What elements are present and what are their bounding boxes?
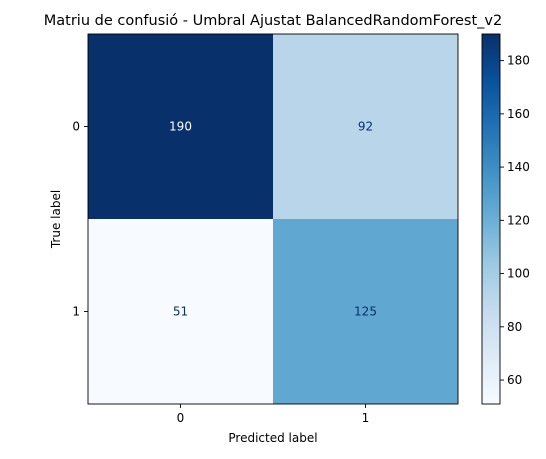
cell-value-label: 51 — [173, 305, 188, 319]
cell-value-label: 190 — [169, 120, 192, 134]
colorbar-tick-label: 60 — [507, 373, 522, 387]
colorbar-tick-label: 180 — [507, 54, 530, 68]
heatmap-cell — [88, 34, 273, 219]
heatmap-cell — [273, 34, 458, 219]
colorbar — [481, 33, 501, 405]
x-tick-label: 0 — [177, 411, 185, 425]
y-tick-label: 1 — [72, 305, 80, 319]
colorbar-tick-label: 120 — [507, 213, 530, 227]
y-axis-ticks: 01 — [72, 120, 88, 319]
colorbar-tick-label: 80 — [507, 320, 522, 334]
y-tick-label: 0 — [72, 120, 80, 134]
plot-frame — [87, 33, 459, 405]
colorbar-tick-label: 140 — [507, 160, 530, 174]
colorbar-ticks: 60 80 100 120 140 160 180 — [500, 54, 530, 387]
heatmap-cell — [88, 219, 273, 404]
cell-value-label: 92 — [358, 120, 373, 134]
heatmap-cells: 190 92 51 125 — [88, 34, 458, 404]
colorbar-tick-label: 160 — [507, 107, 530, 121]
heatmap-cell — [273, 219, 458, 404]
chart-title: Matriu de confusió - Umbral Ajustat Bala… — [44, 13, 502, 29]
cell-value-label: 125 — [354, 305, 377, 319]
x-axis-label: Predicted label — [228, 431, 317, 445]
x-tick-label: 1 — [362, 411, 370, 425]
colorbar-tick-label: 100 — [507, 267, 530, 281]
y-axis-label: True label — [49, 190, 63, 249]
